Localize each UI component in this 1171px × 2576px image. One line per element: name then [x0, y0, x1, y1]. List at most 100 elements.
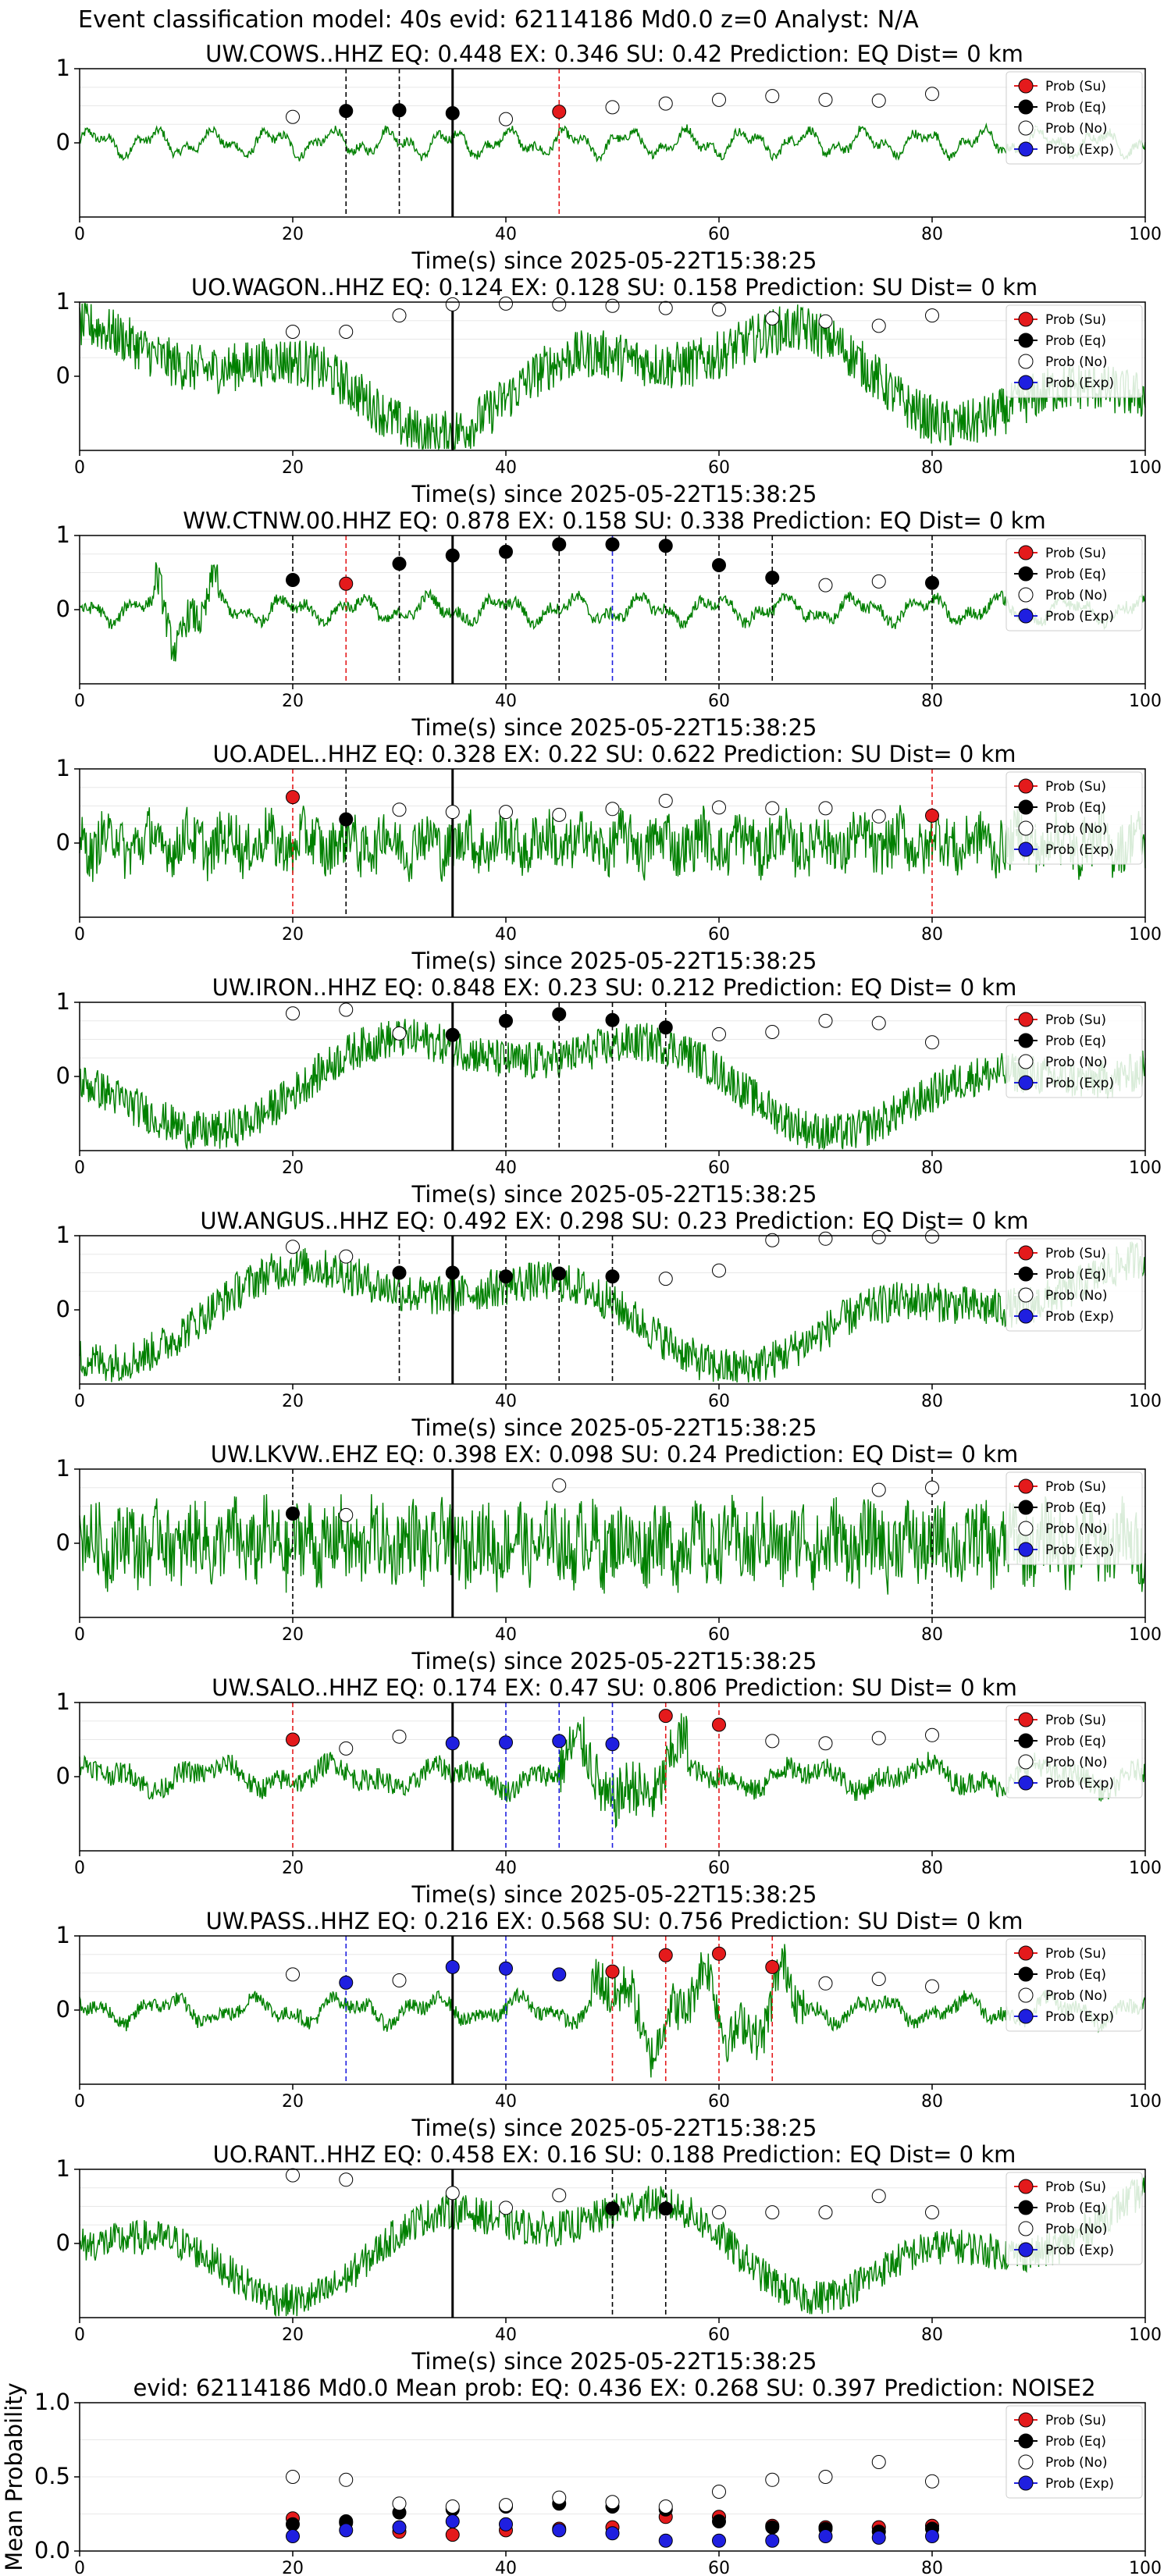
- panel-3-title: WW.CTNW.00.HHZ EQ: 0.878 EX: 0.158 SU: 0…: [183, 507, 1045, 534]
- panel-3-legend-label-3: Prob (Exp): [1045, 609, 1114, 624]
- panel-8-title: UW.SALO..HHZ EQ: 0.174 EX: 0.47 SU: 0.80…: [212, 1674, 1017, 1701]
- panel-9-prob-point-3: [445, 1959, 460, 1974]
- panel-6-ytick-label-0: 1: [56, 1222, 70, 1248]
- panel-7-waveform: [79, 1494, 1146, 1595]
- panel-9-prob-point-0: [286, 1967, 300, 1982]
- panel-2-xtick-label-0: 0: [74, 458, 85, 478]
- panel-11-series-3-point-11: [871, 2530, 886, 2545]
- panel-2-xtick-label-4: 80: [921, 458, 943, 478]
- panel-10-legend-marker-1: [1018, 2200, 1034, 2215]
- panel-8-legend-marker-0: [1018, 1712, 1034, 1727]
- panel-8-ytick-label-0: 1: [56, 1688, 70, 1715]
- panel-8-xtick-label-2: 40: [495, 1859, 517, 1878]
- panel-9-prob-point-11: [871, 1972, 886, 1987]
- panel-9-xtick-label-0: 0: [74, 2092, 85, 2112]
- panel-6-xtick-label-2: 40: [495, 1392, 517, 1411]
- panel-4-prob-point-2: [392, 802, 407, 817]
- panel-11-xtick-label-5: 100: [1129, 2559, 1162, 2576]
- panel-10-ytick-label-1: 0: [56, 2229, 70, 2256]
- panel-10-xtick-label-3: 60: [708, 2325, 730, 2345]
- panel-9-xlabel: Time(s) since 2025-05-22T15:38:25: [411, 2115, 817, 2141]
- panel-3-legend-box: [1005, 538, 1143, 632]
- panel-1-prob-point-3: [445, 106, 460, 120]
- panel-5-legend-marker-3: [1018, 1075, 1034, 1091]
- panel-2-prob-point-8: [712, 302, 726, 317]
- panel-10-prob-point-4: [552, 2188, 567, 2203]
- panel-9-legend-label-1: Prob (Eq): [1045, 1967, 1106, 1983]
- panel-2-title: UO.WAGON..HHZ EQ: 0.124 EX: 0.128 SU: 0.…: [191, 274, 1038, 301]
- panel-1-xtick-label-2: 40: [495, 225, 517, 244]
- panel-11-series-2-point-9: [765, 2472, 780, 2487]
- panel-3-prob-point-0: [286, 573, 300, 587]
- panel-6-xtick-label-0: 0: [74, 1392, 85, 1411]
- panel-9-legend-label-0: Prob (Su): [1045, 1946, 1106, 1962]
- panel-6-prob-point-1: [339, 1249, 354, 1264]
- panel-9-xtick-label-5: 100: [1129, 2092, 1162, 2112]
- panel-6-prob-point-0: [286, 1240, 300, 1254]
- panel-2-legend-label-1: Prob (Eq): [1045, 333, 1106, 349]
- panel-9-prob-point-6: [605, 1964, 620, 1979]
- panel-9-legend-marker-1: [1018, 1966, 1034, 1982]
- panel-3-xtick-label-3: 60: [708, 692, 730, 711]
- panel-3-ytick-label-0: 1: [56, 521, 70, 548]
- panel-9-prob-point-4: [499, 1961, 513, 1976]
- panel-6-legend-marker-3: [1018, 1308, 1034, 1324]
- panel-4-legend-marker-1: [1018, 799, 1034, 815]
- panel-3-ytick-label-1: 0: [56, 596, 70, 622]
- panel-6-prob-point-3: [445, 1265, 460, 1280]
- panel-7-legend-marker-0: [1018, 1478, 1034, 1494]
- panel-4-prob-point-5: [552, 807, 567, 822]
- panel-10-prob-point-8: [765, 2205, 780, 2220]
- panel-7-prob-point-3: [871, 1482, 886, 1497]
- panel-11-series-3-point-9: [765, 2533, 780, 2548]
- panel-10-legend-marker-0: [1018, 2179, 1034, 2194]
- panel-11-ytick-label-0: 1.0: [34, 2389, 70, 2415]
- panel-4-legend-marker-0: [1018, 778, 1034, 794]
- panel-7-legend-marker-2: [1018, 1521, 1034, 1536]
- panel-4-legend-label-0: Prob (Su): [1045, 779, 1106, 795]
- panel-11-legend-label-3: Prob (Exp): [1045, 2476, 1114, 2492]
- panel-4-legend-label-3: Prob (Exp): [1045, 842, 1114, 858]
- page-title: Event classification model: 40s evid: 62…: [78, 6, 919, 34]
- panel-11-xtick-label-1: 20: [282, 2559, 304, 2576]
- panel-5-prob-point-10: [818, 1013, 833, 1028]
- panel-11-legend-label-1: Prob (Eq): [1045, 2434, 1106, 2450]
- panel-7-xtick-label-5: 100: [1129, 1625, 1162, 1645]
- panel-8-xlabel: Time(s) since 2025-05-22T15:38:25: [411, 1881, 817, 1908]
- panel-5-xlabel: Time(s) since 2025-05-22T15:38:25: [411, 1181, 817, 1208]
- panel-8-legend-label-1: Prob (Eq): [1045, 1734, 1106, 1749]
- panel-3-prob-point-1: [339, 576, 354, 591]
- panel-11-series-2-point-0: [286, 2470, 300, 2484]
- panel-10-legend-label-2: Prob (No): [1045, 2222, 1108, 2237]
- panel-3-xtick-label-1: 20: [282, 692, 304, 711]
- panel-5-prob-point-8: [712, 1026, 726, 1041]
- panel-10-prob-point-1: [339, 2172, 354, 2187]
- panel-8-prob-point-7: [658, 1709, 673, 1724]
- panel-6-prob-point-5: [552, 1266, 567, 1281]
- panel-4-prob-point-11: [871, 809, 886, 824]
- panel-9-legend-marker-0: [1018, 1945, 1034, 1961]
- panel-9-legend-marker-2: [1018, 1987, 1034, 2003]
- panel-10-prob-point-0: [286, 2168, 300, 2183]
- panel-3-prob-point-8: [712, 558, 726, 572]
- panel-10-prob-point-11: [925, 2205, 939, 2220]
- panel-10-xlabel: Time(s) since 2025-05-22T15:38:25: [411, 2348, 817, 2375]
- panel-8-legend-box: [1005, 1705, 1143, 1799]
- panel-2-xtick-label-5: 100: [1129, 458, 1162, 478]
- panel-11-xtick-label-2: 40: [495, 2559, 517, 2576]
- panel-11-series-2-point-11: [871, 2455, 886, 2469]
- panel-2-legend-label-0: Prob (Su): [1045, 312, 1106, 328]
- panel-11-series-1-point-9: [765, 2520, 780, 2535]
- panel-1-title: UW.COWS..HHZ EQ: 0.448 EX: 0.346 SU: 0.4…: [205, 41, 1023, 67]
- panel-6-legend-marker-2: [1018, 1287, 1034, 1303]
- panel-1-waveform: [79, 122, 1146, 163]
- panel-1-legend-label-3: Prob (Exp): [1045, 142, 1114, 158]
- panel-3-prob-point-12: [925, 575, 939, 590]
- panel-5-prob-point-0: [286, 1006, 300, 1021]
- panel-2-prob-point-3: [445, 297, 460, 311]
- panel-11-ytick-label-1: 0.5: [34, 2463, 70, 2489]
- panel-9-prob-point-9: [765, 1959, 780, 1974]
- panel-10-legend-box: [1005, 2172, 1143, 2265]
- panel-4-xtick-label-4: 80: [921, 925, 943, 945]
- panel-8-prob-point-1: [339, 1741, 354, 1756]
